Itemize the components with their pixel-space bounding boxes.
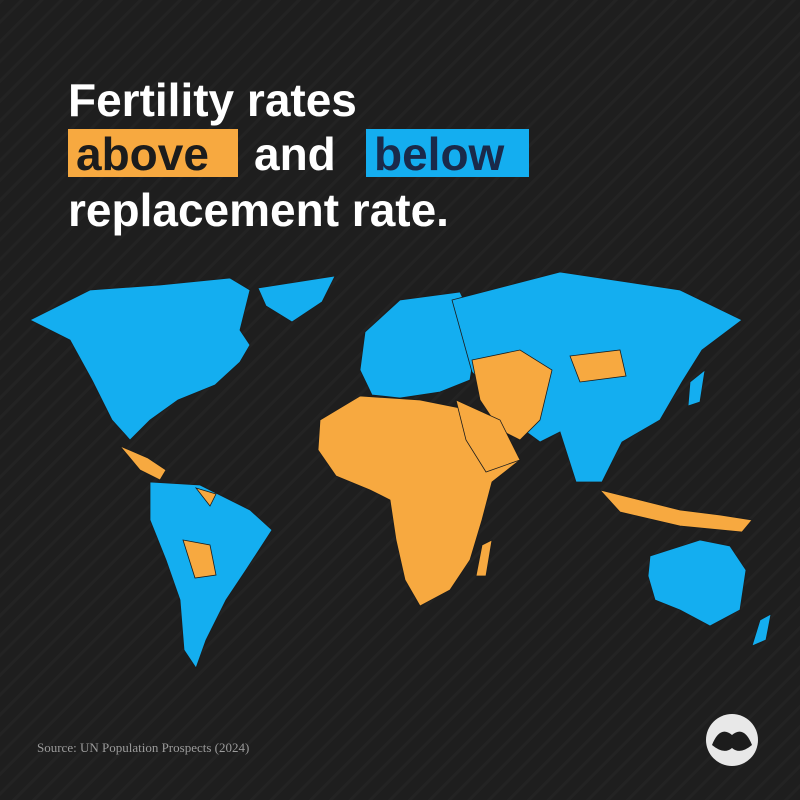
- title-below: below: [374, 128, 505, 180]
- source: Source: UN Population Prospects (2024): [37, 740, 249, 755]
- indonesia: [598, 489, 753, 533]
- madagascar: [475, 539, 493, 577]
- logo: [706, 714, 758, 766]
- greenland: [257, 275, 336, 323]
- guyana: [194, 487, 217, 507]
- highlight-below: [366, 129, 529, 177]
- north-america: [29, 277, 251, 441]
- australia: [647, 539, 747, 627]
- title-above: above: [76, 128, 209, 180]
- world-map: [29, 271, 772, 669]
- title-line: Fertility rates: [68, 74, 357, 126]
- europe: [359, 291, 479, 399]
- arabia: [455, 399, 521, 473]
- title-and: and: [254, 128, 336, 180]
- bolivia: [182, 539, 217, 579]
- central-america: [119, 445, 167, 481]
- title-line: replacement rate.: [68, 184, 449, 236]
- mongolia: [569, 349, 627, 383]
- highlight-above: [68, 129, 238, 177]
- new-zealand: [751, 613, 772, 647]
- japan: [687, 369, 706, 407]
